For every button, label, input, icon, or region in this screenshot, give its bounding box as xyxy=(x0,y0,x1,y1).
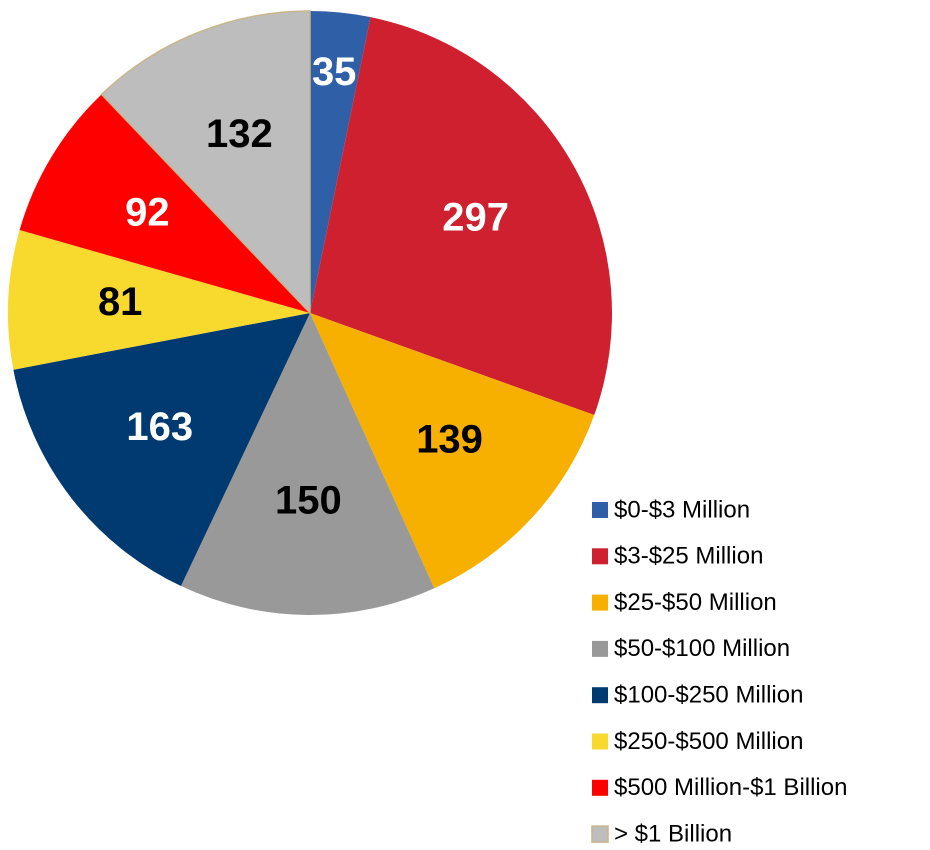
data-label: 132 xyxy=(206,112,273,156)
legend-swatch xyxy=(592,594,608,611)
legend-swatch xyxy=(592,640,608,657)
legend-swatch xyxy=(592,779,608,796)
pie-slice xyxy=(310,11,371,313)
legend-swatch xyxy=(591,825,609,843)
legend-label: > $1 Billion xyxy=(614,820,732,847)
data-label: 35 xyxy=(312,50,357,94)
pie-slice xyxy=(8,230,311,370)
pie-slice xyxy=(310,17,613,416)
legend-label: $0-$3 Million xyxy=(614,496,750,523)
legend-label: $500 Million-$1 Billion xyxy=(614,774,847,801)
data-label: 150 xyxy=(275,479,342,523)
legend-swatch xyxy=(592,687,608,704)
data-label: 297 xyxy=(442,195,509,239)
data-label: 81 xyxy=(98,280,143,324)
legend-label: $100-$250 Million xyxy=(614,682,803,709)
legend-label: $50-$100 Million xyxy=(614,635,790,662)
pie-slice xyxy=(13,313,311,587)
pie-slice xyxy=(100,10,311,315)
legend-swatch xyxy=(592,548,608,565)
pie-slice xyxy=(19,94,310,314)
data-label: 139 xyxy=(416,417,483,461)
legend-label: $25-$50 Million xyxy=(614,589,777,616)
pie-slice xyxy=(310,313,595,589)
data-label: 163 xyxy=(126,405,193,449)
legend-swatch xyxy=(592,733,608,750)
data-label: 92 xyxy=(125,190,170,234)
legend-label: $3-$25 Million xyxy=(614,543,763,570)
pie-slice xyxy=(180,313,435,615)
legend-label: $250-$500 Million xyxy=(614,728,803,755)
legend-swatch xyxy=(592,502,608,518)
